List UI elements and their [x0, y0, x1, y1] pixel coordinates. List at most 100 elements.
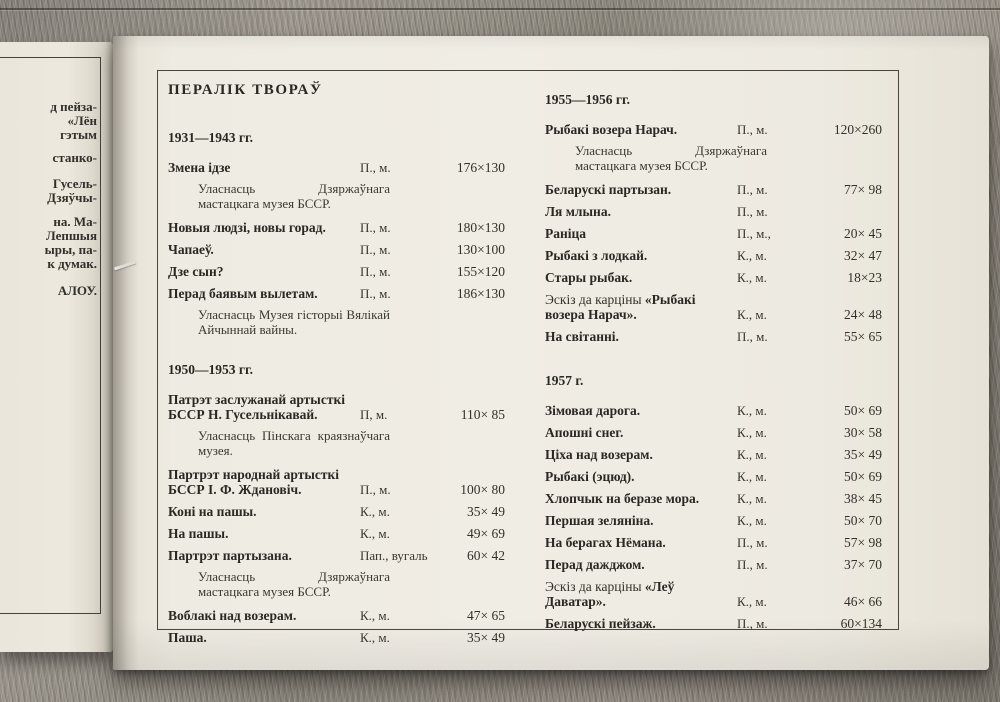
artwork-dimensions: 60× 42	[467, 548, 505, 563]
section-year-label: 1955—1956 гг.	[545, 92, 630, 107]
left-column-sections: 1931—1943 гг. Змена ідзе П., м. 176×130 Улас…	[168, 130, 505, 645]
artwork-row: Апошні снег. К., м. 30× 58	[545, 425, 882, 440]
artwork-title: На світанні.	[545, 329, 737, 344]
artwork-medium: К., м.	[360, 504, 390, 519]
left-page-text-fragment: к думак.	[47, 256, 97, 271]
artwork-title: Зімовая дарога.	[545, 403, 737, 418]
artwork-row: Рыбакі з лодкай. К., м. 32× 47	[545, 248, 882, 263]
artwork-dimensions: 130×100	[456, 242, 505, 257]
artwork-medium: П., м.	[737, 557, 768, 572]
artwork-title: Рыбакі з лодкай.	[545, 248, 737, 263]
artwork-dimensions: 32× 47	[844, 248, 882, 263]
artwork-title: Рыбакі (эцюд).	[545, 469, 737, 484]
artwork-title: Стары рыбак.	[545, 270, 737, 285]
artwork-row: Коні на пашы. К., м. 35× 49	[168, 504, 505, 519]
artwork-title-text: Змена ідзе	[168, 160, 231, 175]
artwork-title-text: «Рыбакі возера Нарач».	[545, 292, 696, 322]
artwork-medium: П., м.	[360, 220, 391, 235]
left-page-text-fragment: Лепшыя	[45, 228, 97, 243]
artwork-title-text: Коні на пашы.	[168, 504, 257, 519]
artwork-dimensions: 37× 70	[844, 557, 882, 572]
artwork-medium: П., м.	[360, 160, 391, 175]
artwork-title: Перад баявым вылетам.	[168, 286, 360, 301]
artwork-dimensions: 18×23	[847, 270, 882, 285]
artwork-dimensions: 77× 98	[844, 182, 882, 197]
artwork-dimensions: 50× 70	[844, 513, 882, 528]
artwork-medium: К., м.	[737, 594, 767, 609]
artwork-row: Паша. К., м. 35× 49	[168, 630, 505, 645]
artwork-row: Партрэт партызана. Пап., вугаль 60× 42	[168, 548, 505, 563]
artwork-title: На пашы.	[168, 526, 360, 541]
artwork-dimensions: 155×120	[456, 264, 505, 279]
artwork-medium: К., м.	[737, 248, 767, 263]
artwork-title-prefix: Эскіз да карціны	[545, 292, 645, 307]
catalog-section: 1950—1953 гг. Патрэт заслужанай артысткі …	[168, 362, 505, 645]
artwork-title: Хлопчык на беразе мора.	[545, 491, 737, 506]
artwork-medium: П, м.	[360, 407, 388, 422]
artwork-medium: К., м.	[737, 425, 767, 440]
artwork-dimensions: 30× 58	[844, 425, 882, 440]
artwork-dimensions: 24× 48	[844, 307, 882, 322]
artwork-title: Ля млына.	[545, 204, 737, 219]
artwork-dimensions: 20× 45	[844, 226, 882, 241]
artwork-title: Партрэт народнай артысткі БССР І. Ф. Жда…	[168, 467, 360, 497]
artwork-row: Зімовая дарога. К., м. 50× 69	[545, 403, 882, 418]
ownership-note: Уласнасць Дзяржаўнага мастацкага музея Б…	[198, 181, 390, 211]
artwork-dimensions: 35× 49	[844, 447, 882, 462]
artwork-row: Партрэт народнай артысткі БССР І. Ф. Жда…	[168, 467, 505, 497]
artwork-title-text: Рыбакі (эцюд).	[545, 469, 635, 484]
artwork-title: Воблакі над возерам.	[168, 608, 360, 623]
artwork-title-text: Беларускі партызан.	[545, 182, 672, 197]
ownership-note: Уласнасць Пінскага краязнаўчага музея.	[198, 428, 390, 458]
artwork-medium: П., м.	[360, 286, 391, 301]
left-page-text-fragment: «Лён	[67, 113, 97, 128]
artwork-title-prefix: Эскіз да карціны	[545, 579, 645, 594]
ownership-note: Уласнасць Дзяржаўнага мастацкага музея Б…	[575, 143, 767, 173]
left-page-text-fragment: ыры, па-	[44, 242, 97, 257]
right-column-sections: 1955—1956 гг. Рыбакі возера Нарач. П., м. 1…	[545, 92, 882, 631]
artwork-title-text: Стары рыбак.	[545, 270, 633, 285]
artwork-title-text: Чапаеў.	[168, 242, 214, 257]
page-title: ПЕРАЛІК ТВОРАЎ	[168, 82, 323, 98]
artwork-title-text: Першая зеляніна.	[545, 513, 654, 528]
printed-border	[157, 70, 899, 630]
artwork-title: Новыя людзі, новы горад.	[168, 220, 360, 235]
artwork-dimensions: 57× 98	[844, 535, 882, 550]
artwork-medium: К., м.	[360, 526, 390, 541]
artwork-dimensions: 110× 85	[460, 407, 505, 422]
artwork-title: Апошні снег.	[545, 425, 737, 440]
artwork-medium: П., м.,	[737, 226, 771, 241]
artwork-row: Эскіз да карціны «Рыбакі возера Нарач». К…	[545, 292, 882, 322]
artwork-title-text: На берагах Нёмана.	[545, 535, 666, 550]
artwork-medium: П., м.	[737, 204, 768, 219]
artwork-medium: П., м.	[737, 616, 768, 631]
artwork-medium: П., м.	[737, 329, 768, 344]
artwork-row: Новыя людзі, новы горад. П., м. 180×130	[168, 220, 505, 235]
artwork-medium: К., м.	[360, 630, 390, 645]
artwork-title: Чапаеў.	[168, 242, 360, 257]
artwork-row: Воблакі над возерам. К., м. 47× 65	[168, 608, 505, 623]
left-page-printed-border	[0, 57, 101, 614]
artwork-dimensions: 47× 65	[467, 608, 505, 623]
artwork-row: Ціха над возерам. К., м. 35× 49	[545, 447, 882, 462]
artwork-row: Стары рыбак. К., м. 18×23	[545, 270, 882, 285]
artwork-medium: П., м.	[360, 264, 391, 279]
left-page-text-fragment: на. Ма-	[53, 214, 97, 229]
artwork-title: Коні на пашы.	[168, 504, 360, 519]
artwork-dimensions: 50× 69	[844, 469, 882, 484]
artwork-medium: П., м.	[737, 122, 768, 137]
artwork-medium: К., м.	[737, 307, 767, 322]
artwork-title-text: Перад дажджом.	[545, 557, 645, 572]
artwork-dimensions: 35× 49	[467, 504, 505, 519]
artwork-row: Беларускі партызан. П., м. 77× 98	[545, 182, 882, 197]
artwork-row: Беларускі пейзаж. П., м. 60×134	[545, 616, 882, 631]
artwork-row: Чапаеў. П., м. 130×100	[168, 242, 505, 257]
artwork-dimensions: 186×130	[456, 286, 505, 301]
section-year-label: 1950—1953 гг.	[168, 362, 253, 377]
artwork-title: Раніца	[545, 226, 737, 241]
artwork-dimensions: 100× 80	[460, 482, 505, 497]
artwork-title-text: Хлопчык на беразе мора.	[545, 491, 700, 506]
artwork-row: Ля млына. П., м.	[545, 204, 882, 219]
floor-plank-joint	[0, 8, 1000, 10]
